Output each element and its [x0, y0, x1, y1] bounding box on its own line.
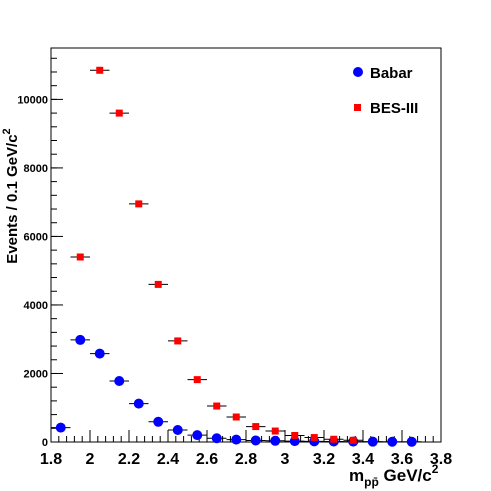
- x-tick-label: 2.8: [235, 451, 257, 468]
- point-bes-iii: [115, 109, 123, 117]
- point-babar: [172, 425, 183, 436]
- x-axis-title: mpp̄ GeV/c2: [349, 462, 439, 489]
- data-markers: [51, 66, 422, 447]
- point-bes-iii: [96, 66, 104, 74]
- point-bes-iii: [193, 376, 201, 384]
- x-tick-label: 3.2: [313, 451, 335, 468]
- x-tick-label: 2.6: [196, 451, 218, 468]
- legend-label-bes-iii: BES-III: [370, 100, 418, 117]
- point-babar: [406, 436, 417, 447]
- point-bes-iii: [349, 436, 357, 444]
- point-babar: [114, 376, 125, 387]
- legend: Babar BES-III: [353, 65, 418, 117]
- point-bes-iii: [135, 200, 143, 208]
- point-babar: [270, 435, 281, 446]
- point-bes-iii: [232, 413, 240, 421]
- y-tick-label: 8000: [24, 163, 48, 175]
- legend-label-babar: Babar: [370, 65, 413, 82]
- point-bes-iii: [213, 402, 221, 410]
- point-bes-iii: [330, 435, 338, 443]
- y-axis-title: Events / 0.1 GeV/c2: [1, 128, 21, 263]
- point-bes-iii: [76, 253, 84, 261]
- x-tick-label: 3: [281, 451, 290, 468]
- tick-labels: 1.8 2 2.2 2.4 2.6 2.8 3 3.2 3.4 3.6 3.8 0 2000 4000 60…: [17, 94, 452, 468]
- point-babar: [192, 430, 203, 441]
- x-tick-label: 3.4: [352, 451, 374, 468]
- point-bes-iii: [252, 423, 260, 431]
- point-babar: [133, 398, 144, 409]
- point-babar: [367, 436, 378, 447]
- y-tick-label: 2000: [24, 368, 48, 380]
- x-tick-label: 2.2: [118, 451, 140, 468]
- y-tick-label: 0: [42, 437, 48, 449]
- point-babar: [211, 433, 222, 444]
- point-bes-iii: [174, 337, 182, 345]
- point-babar: [75, 334, 86, 345]
- point-bes-iii: [310, 434, 318, 442]
- y-tick-label: 6000: [24, 231, 48, 243]
- point-babar: [250, 435, 261, 446]
- x-tick-label: 3.8: [430, 451, 452, 468]
- point-babar: [153, 416, 164, 427]
- x-tick-label: 2: [86, 451, 95, 468]
- point-bes-iii: [154, 280, 162, 288]
- legend-marker-babar: [353, 67, 363, 77]
- point-bes-iii: [291, 431, 299, 439]
- point-bes-iii: [271, 427, 279, 435]
- point-babar: [55, 422, 66, 433]
- point-babar: [387, 436, 398, 447]
- y-tick-label: 4000: [24, 300, 48, 312]
- point-babar: [231, 434, 242, 445]
- x-tick-label: 2.4: [157, 451, 179, 468]
- x-tick-label: 3.6: [391, 451, 413, 468]
- legend-marker-bes-iii: [354, 104, 361, 111]
- x-tick-label: 1.8: [40, 451, 62, 468]
- y-tick-label: 10000: [17, 94, 48, 106]
- point-babar: [94, 348, 105, 359]
